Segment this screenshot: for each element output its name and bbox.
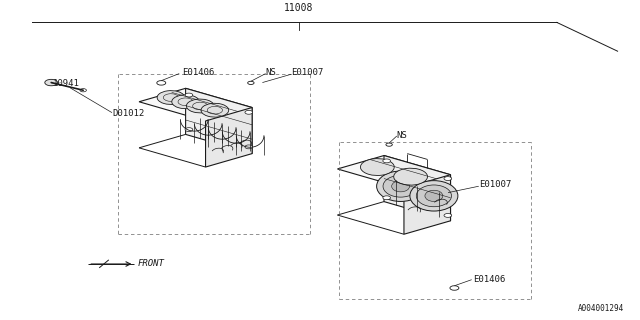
Text: E01007: E01007	[479, 180, 511, 189]
Circle shape	[45, 79, 58, 86]
Text: E01406: E01406	[182, 68, 214, 77]
Ellipse shape	[201, 103, 228, 117]
Circle shape	[157, 81, 166, 85]
Circle shape	[245, 110, 253, 114]
Ellipse shape	[157, 91, 185, 104]
Text: 11008: 11008	[284, 3, 314, 13]
Circle shape	[444, 177, 452, 180]
Text: A004001294: A004001294	[578, 304, 624, 313]
Polygon shape	[139, 88, 252, 121]
Text: NS: NS	[266, 68, 276, 77]
Text: E01007: E01007	[291, 68, 323, 77]
Text: E01406: E01406	[474, 275, 506, 284]
Ellipse shape	[383, 175, 418, 197]
Polygon shape	[404, 175, 451, 234]
Circle shape	[383, 196, 390, 200]
Circle shape	[383, 159, 390, 163]
Circle shape	[248, 81, 254, 84]
Ellipse shape	[394, 168, 428, 185]
Circle shape	[185, 93, 193, 97]
Circle shape	[386, 143, 392, 146]
Ellipse shape	[172, 95, 200, 109]
Ellipse shape	[376, 171, 424, 202]
Polygon shape	[337, 156, 451, 188]
Circle shape	[444, 213, 452, 217]
Polygon shape	[186, 88, 252, 154]
Circle shape	[245, 145, 253, 149]
Circle shape	[80, 89, 86, 92]
Polygon shape	[384, 156, 451, 221]
Ellipse shape	[410, 180, 458, 211]
Polygon shape	[205, 108, 252, 167]
Text: 10941: 10941	[52, 79, 79, 88]
Ellipse shape	[360, 159, 394, 175]
Ellipse shape	[416, 185, 451, 207]
Circle shape	[185, 128, 193, 132]
Ellipse shape	[186, 99, 214, 113]
Text: D01012: D01012	[112, 109, 144, 118]
Text: FRONT: FRONT	[138, 260, 164, 268]
Ellipse shape	[425, 190, 443, 202]
Ellipse shape	[392, 180, 410, 192]
Text: NS: NS	[397, 131, 408, 140]
Circle shape	[450, 286, 459, 290]
